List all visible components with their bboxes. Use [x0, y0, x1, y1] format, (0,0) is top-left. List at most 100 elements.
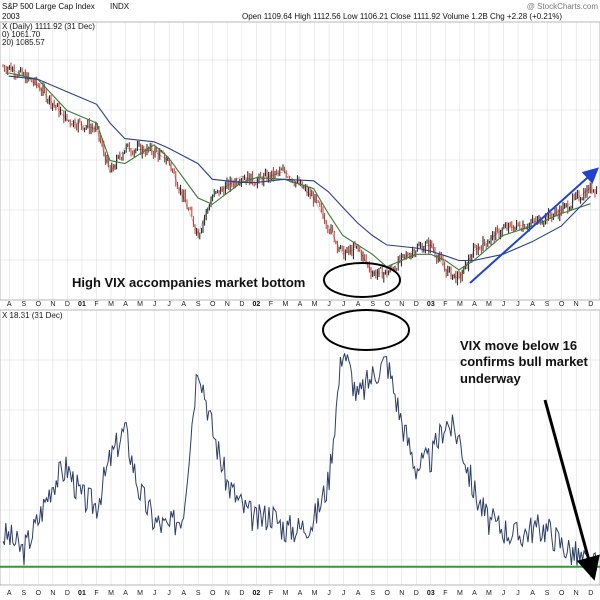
series-line-s-p-500	[8, 66, 591, 280]
month-tick-label: J	[327, 301, 331, 308]
annotation-bull-line3: underway	[460, 371, 521, 386]
chart-symbol: INDX	[110, 2, 130, 11]
month-tick-label: J	[516, 590, 520, 597]
month-tick-label: D	[588, 301, 593, 308]
month-tick-label: J	[502, 301, 506, 308]
month-tick-label: A	[298, 590, 303, 597]
annotation-bull-line1: VIX move below 16	[460, 338, 577, 353]
grid-layer	[0, 22, 600, 585]
month-tick-label: F	[443, 590, 447, 597]
month-tick-label: J	[153, 590, 157, 597]
month-tick-label: S	[196, 301, 201, 308]
quote-line: Open 1109.64 High 1112.56 Low 1106.21 Cl…	[242, 12, 562, 21]
month-tick-label: M	[312, 590, 318, 597]
month-tick-label: N	[574, 590, 579, 597]
month-tick-label: D	[65, 590, 70, 597]
month-tick-label: M	[457, 590, 463, 597]
month-tick-label: O	[559, 590, 565, 597]
month-tick-label: M	[137, 590, 143, 597]
month-tick-label: F	[443, 301, 447, 308]
month-tick-label: S	[370, 301, 375, 308]
arrow-uptrend	[469, 167, 599, 284]
month-tick-label: S	[545, 301, 550, 308]
ellipse-vix-peak	[322, 309, 410, 351]
month-tick-label: N	[399, 590, 404, 597]
month-tick-label: M	[283, 590, 289, 597]
month-tick-label: D	[414, 301, 419, 308]
month-tick-label: J	[167, 590, 171, 597]
month-tick-label: N	[50, 301, 55, 308]
month-tick-label: A	[356, 301, 361, 308]
month-tick-label: A	[298, 301, 303, 308]
arrow-vix-break	[543, 399, 600, 581]
month-tick-label: O	[210, 590, 216, 597]
price-series-layer	[2, 62, 598, 286]
month-tick-label: N	[225, 301, 230, 308]
month-tick-label: F	[269, 301, 273, 308]
month-tick-label: J	[516, 301, 520, 308]
month-tick-label: F	[94, 301, 98, 308]
month-tick-label: A	[181, 301, 186, 308]
month-tick-label: 01	[78, 301, 86, 308]
legend-ma50: 0) 1061.70	[2, 30, 41, 39]
month-tick-label: S	[545, 590, 550, 597]
month-tick-label: A	[7, 590, 12, 597]
month-tick-label: M	[457, 301, 463, 308]
month-tick-label: J	[502, 590, 506, 597]
month-tick-label: O	[36, 301, 42, 308]
chart-title: S&P 500 Large Cap Index	[2, 2, 95, 11]
month-tick-label: O	[559, 301, 565, 308]
month-tick-label: J	[342, 301, 346, 308]
month-tick-label: A	[530, 301, 535, 308]
month-tick-label: J	[342, 590, 346, 597]
month-tick-label: 02	[252, 590, 260, 597]
month-tick-label: M	[312, 301, 318, 308]
month-tick-label: M	[108, 301, 114, 308]
month-tick-label: N	[50, 590, 55, 597]
month-axis-layer: A A S S O O N N D D 01 01 F F M M A A M M J J J J A A S S O O N N D D 02 02…	[7, 301, 593, 597]
month-tick-label: D	[239, 301, 244, 308]
legend-vix: X 18.31 (31 Dec)	[2, 311, 63, 320]
month-tick-label: M	[137, 301, 143, 308]
month-tick-label: A	[472, 590, 477, 597]
month-tick-label: A	[7, 301, 12, 308]
month-tick-label: S	[196, 590, 201, 597]
month-tick-label: N	[574, 301, 579, 308]
annotation-market-bottom: High VIX accompanies market bottom	[72, 275, 305, 290]
month-tick-label: D	[588, 590, 593, 597]
month-tick-label: 01	[78, 590, 86, 597]
month-tick-label: O	[210, 301, 216, 308]
month-tick-label: A	[181, 590, 186, 597]
month-tick-label: N	[399, 301, 404, 308]
month-tick-label: S	[370, 590, 375, 597]
month-tick-label: M	[486, 301, 492, 308]
month-tick-label: D	[239, 590, 244, 597]
month-tick-label: M	[486, 590, 492, 597]
month-tick-label: O	[36, 590, 42, 597]
month-tick-label: A	[472, 301, 477, 308]
month-tick-label: A	[530, 590, 535, 597]
month-tick-label: J	[167, 301, 171, 308]
watermark: @ StockCharts.com	[527, 2, 599, 11]
month-tick-label: A	[123, 301, 128, 308]
chart-date: 2003	[2, 12, 20, 21]
month-tick-label: O	[384, 590, 390, 597]
month-tick-label: S	[21, 590, 26, 597]
month-tick-label: S	[21, 301, 26, 308]
month-tick-label: N	[225, 590, 230, 597]
month-tick-label: J	[153, 301, 157, 308]
month-tick-label: D	[414, 590, 419, 597]
month-tick-label: D	[65, 301, 70, 308]
month-tick-label: F	[94, 590, 98, 597]
legend-price: X (Daily) 1111.92 (31 Dec)	[2, 22, 95, 31]
series-line-ma-200	[8, 75, 591, 262]
month-tick-label: M	[108, 590, 114, 597]
month-tick-label: 03	[427, 590, 435, 597]
vix-series-layer	[0, 353, 600, 578]
month-tick-label: M	[283, 301, 289, 308]
series-line-ma-50	[8, 72, 591, 271]
month-tick-label: F	[269, 590, 273, 597]
annotation-bull-line2: confirms bull market	[460, 354, 589, 369]
month-tick-label: A	[356, 590, 361, 597]
